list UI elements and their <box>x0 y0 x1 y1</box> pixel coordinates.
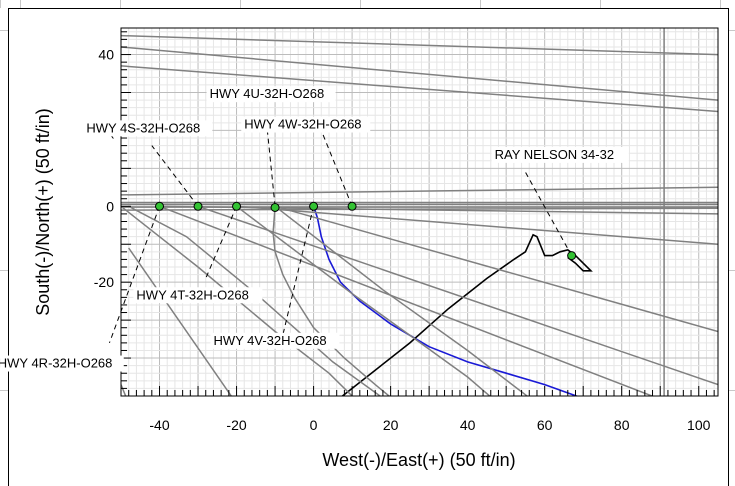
well-label-1: HWY 4S-32H-O268 <box>86 120 200 135</box>
surface-marker-4 <box>309 201 319 211</box>
well-path-12 <box>197 205 718 386</box>
x-tick-label: 20 <box>383 417 399 433</box>
x-tick-label: 0 <box>310 417 318 433</box>
well-path-20 <box>274 205 529 396</box>
well-path-19 <box>121 384 127 396</box>
leader-line-4 <box>282 206 315 336</box>
x-tick-label: -20 <box>226 417 246 433</box>
well-label-background <box>83 120 213 137</box>
y-axis-title: South(-)/North(+) (50 ft/in) <box>33 108 53 316</box>
well-label-0: HWY 4U-32H-O268 <box>210 86 325 101</box>
well-label-background <box>210 332 340 349</box>
well-path-17 <box>128 247 233 396</box>
leader-line-3 <box>266 130 276 207</box>
well-path-14 <box>274 205 718 333</box>
well-label-background <box>0 355 124 372</box>
well-label-background <box>133 287 263 304</box>
leader-line-2 <box>205 206 238 279</box>
well-path-11 <box>236 205 718 245</box>
label-leader-lines <box>108 130 573 344</box>
surface-marker-3 <box>270 202 280 212</box>
well-path-16 <box>121 205 354 396</box>
x-tick-label: 40 <box>460 417 476 433</box>
leader-line-1 <box>151 145 199 207</box>
well-path-1 <box>341 233 593 396</box>
surface-location-markers <box>155 201 577 261</box>
axis-ticks <box>120 31 715 397</box>
well-paths <box>121 28 718 396</box>
leader-line-5 <box>320 130 353 207</box>
plot-area-border <box>120 27 719 397</box>
well-path-3 <box>121 46 718 101</box>
well-path-13 <box>159 205 655 396</box>
well-label-background <box>206 86 336 103</box>
surface-marker-5 <box>347 201 357 211</box>
y-tick-label: 40 <box>98 47 114 63</box>
surface-marker-1 <box>193 201 203 211</box>
y-tick-label: 0 <box>106 198 114 214</box>
well-path-15 <box>272 206 391 396</box>
well-label-2: HWY 4W-32H-O268 <box>244 117 361 132</box>
well-label-4: HWY 4T-32H-O268 <box>136 287 248 302</box>
x-axis-tick-labels: -40 -20 0 20 40 60 80 100 <box>149 417 710 433</box>
y-axis-tick-labels: 402(0-20 <box>94 47 115 291</box>
well-label-background <box>241 116 371 133</box>
leader-line-0 <box>108 206 160 344</box>
well-label-3: RAY NELSON 34-32 <box>495 147 614 162</box>
well-name-labels: HWY 4U-32H-O268 HWY 4S-32H-O268 HWY 4W-32H… <box>0 86 629 372</box>
x-tick-label: 60 <box>537 417 553 433</box>
well-path-0 <box>312 206 579 396</box>
y-tick-label: -20 <box>94 274 114 290</box>
well-label-6: HWY 4R-32H-O268 <box>0 356 112 371</box>
surface-marker-0 <box>155 201 165 211</box>
well-path-2 <box>121 34 718 56</box>
x-tick-label: -40 <box>149 417 169 433</box>
well-path-5 <box>121 186 718 196</box>
x-tick-label: 100 <box>687 417 711 433</box>
well-path-4 <box>121 65 718 113</box>
leader-line-6 <box>524 171 573 256</box>
background-page-grid <box>0 0 735 391</box>
well-label-background <box>491 146 629 163</box>
x-tick-label: 80 <box>614 417 630 433</box>
well-label-5: HWY 4V-32H-O268 <box>213 333 326 348</box>
surface-marker-2 <box>232 201 242 211</box>
x-axis-title: West(-)/East(+) (50 ft/in) <box>322 450 515 470</box>
surface-marker-6 <box>567 251 577 261</box>
